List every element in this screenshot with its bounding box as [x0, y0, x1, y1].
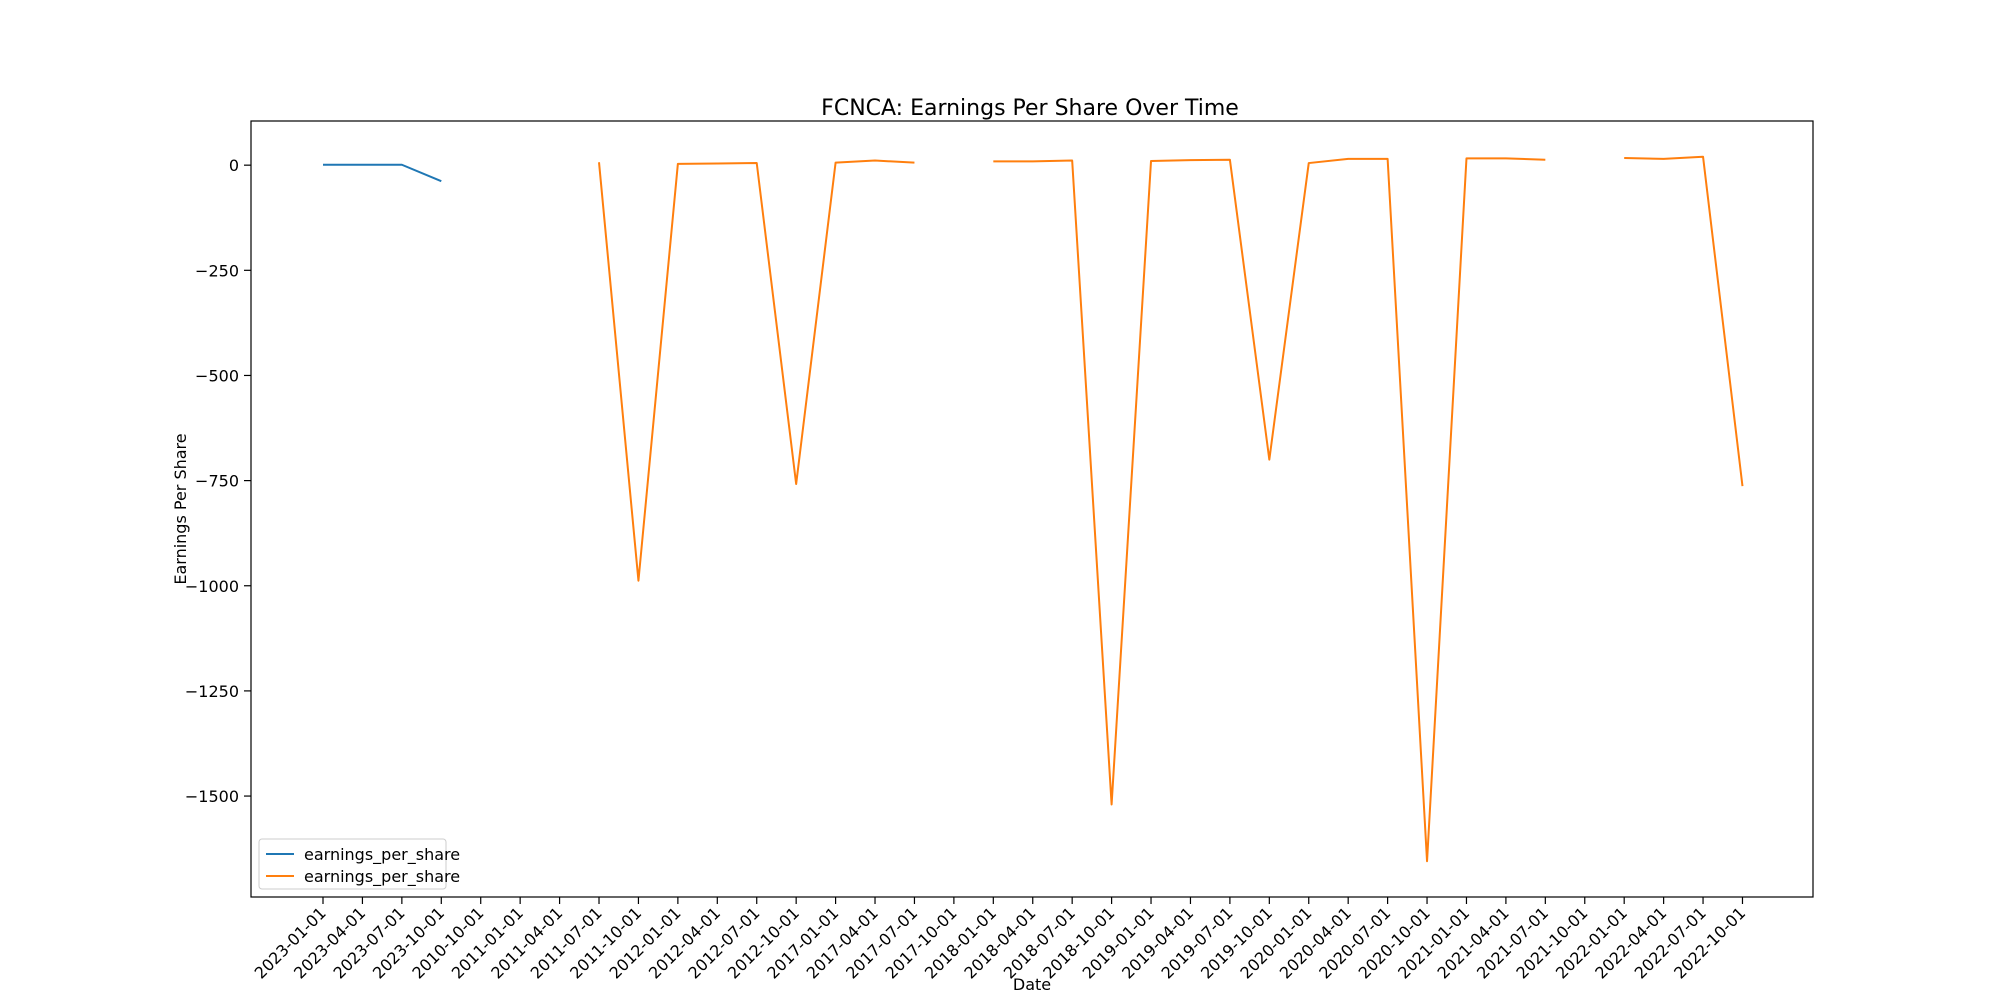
plot-frame	[250, 120, 1814, 898]
series-2-line-segment-1	[993, 157, 1546, 863]
chart-title: FCNCA: Earnings Per Share Over Time	[821, 96, 1239, 121]
y-axis: 0 −250 −500 −750 −1000 −1250 −1500	[185, 156, 251, 806]
x-axis: 2023-01-012023-04-012023-07-012023-10-01…	[251, 897, 1749, 983]
y-tick-label-5: −1250	[185, 682, 239, 701]
x-axis-label: Date	[1013, 975, 1051, 994]
y-tick-label-6: −1500	[185, 787, 239, 806]
legend: earnings_per_share earnings_per_share	[258, 838, 460, 890]
y-tick-label-2: −500	[195, 366, 239, 385]
y-tick-label-4: −1000	[185, 577, 239, 596]
series-2-line-segment-2	[1624, 155, 1744, 487]
y-tick-label-3: −750	[195, 472, 239, 491]
legend-label-series-2: earnings_per_share	[304, 867, 460, 887]
series-1-line-segment-0	[323, 163, 442, 183]
legend-box	[258, 838, 447, 890]
legend-label-series-1: earnings_per_share	[304, 845, 460, 865]
y-tick-label-1: −250	[195, 261, 239, 280]
y-tick-label-0: 0	[229, 156, 239, 175]
series-2-line-segment-0	[598, 159, 915, 582]
plot-area	[323, 155, 1744, 863]
y-axis-label: Earnings Per Share	[171, 433, 190, 584]
